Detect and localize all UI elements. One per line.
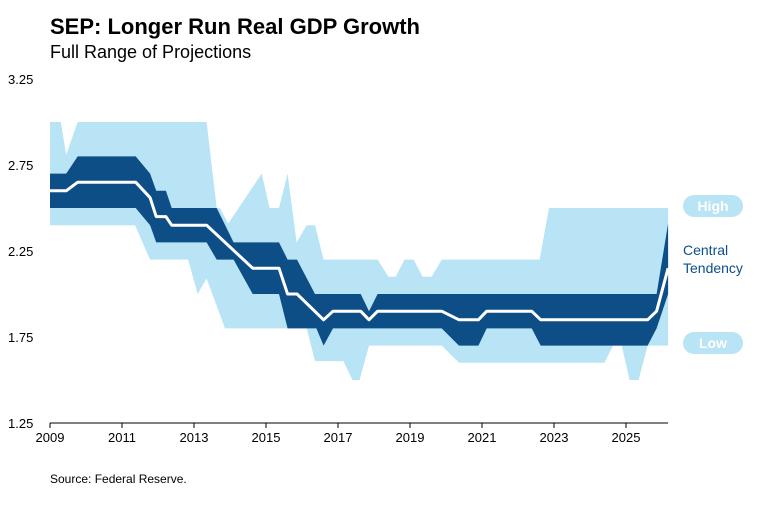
x-tick-label: 2017	[324, 430, 353, 445]
low-label: Low	[699, 335, 727, 351]
x-tick-label: 2019	[396, 430, 425, 445]
x-tick-label: 2023	[540, 430, 569, 445]
x-tick-label: 2011	[108, 430, 136, 445]
high-label: High	[697, 198, 728, 214]
y-tick-label: 2.75	[8, 158, 33, 173]
y-tick-label: 2.25	[8, 244, 33, 259]
x-tick-label: 2015	[252, 430, 281, 445]
source-note: Source: Federal Reserve.	[50, 472, 187, 486]
y-tick-label: 1.75	[8, 330, 33, 345]
central-tendency-label-line2: Tendency	[683, 260, 743, 276]
x-tick-label: 2013	[180, 430, 209, 445]
low-label-bubble	[683, 332, 743, 354]
chart-title: SEP: Longer Run Real GDP Growth	[50, 14, 420, 39]
central-tendency-band	[50, 156, 669, 346]
high-label-bubble	[683, 195, 743, 217]
x-tick-label: 2009	[36, 430, 65, 445]
central-tendency-label-line1: Central	[683, 242, 728, 258]
y-tick-label: 3.25	[8, 72, 33, 87]
x-tick-label: 2021	[468, 430, 497, 445]
x-tick-label: 2025	[612, 430, 641, 445]
median-line	[50, 180, 670, 322]
chart-subtitle: Full Range of Projections	[50, 42, 252, 62]
y-tick-label: 1.25	[8, 416, 33, 431]
